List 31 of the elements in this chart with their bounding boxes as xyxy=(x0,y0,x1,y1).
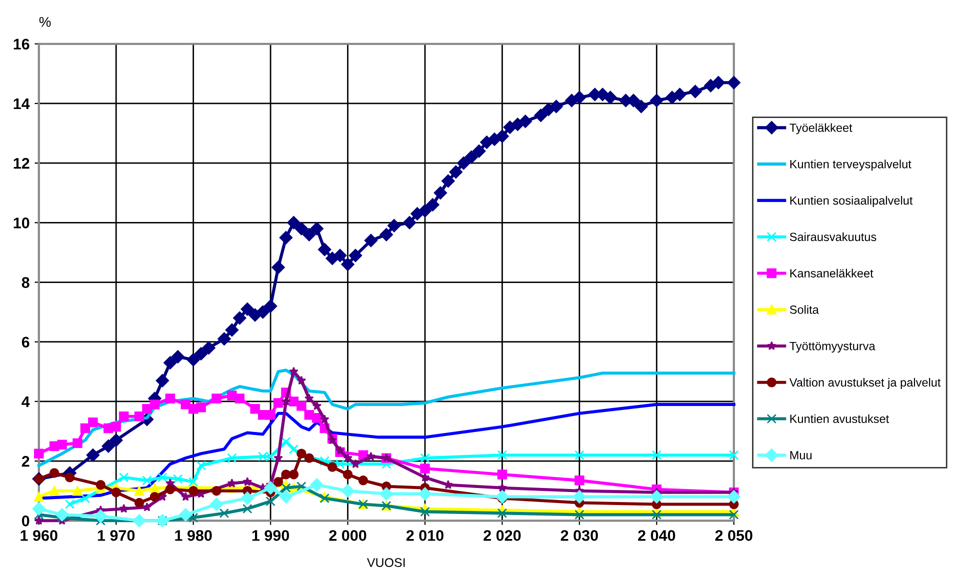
x-tick-label: 2 040 xyxy=(638,530,676,541)
legend-label: Kansaneläkkeet xyxy=(790,268,874,278)
x-tick-label: 2 050 xyxy=(715,530,752,541)
legend-label: Kuntien sosiaalipalvelut xyxy=(790,196,913,208)
x-tick-label: 1 990 xyxy=(252,530,290,541)
y-tick-label: 10 xyxy=(14,218,30,228)
x-tick-label: 2 010 xyxy=(406,530,444,541)
y-tick-label: 8 xyxy=(22,277,30,288)
legend-label: Kuntien avustukset xyxy=(790,414,890,424)
x-axis-title: VUOSI xyxy=(366,558,405,567)
y-tick-label: 6 xyxy=(22,336,30,348)
legend-label: Työttömyysturva xyxy=(790,342,876,353)
legend-label: Muu xyxy=(790,451,812,460)
x-tick-label: 2 020 xyxy=(484,530,521,541)
legend-label: Solita xyxy=(790,305,819,314)
y-tick-label: 2 xyxy=(22,456,30,467)
legend-label: Valtion avustukset ja palvelut xyxy=(789,378,941,389)
y-tick-label: 16 xyxy=(14,38,30,50)
legend-label: Työeläkkeet xyxy=(790,123,852,134)
legend-label: Sairausvakuutus xyxy=(790,232,876,242)
x-tick-label: 1 960 xyxy=(20,530,58,541)
x-tick-label: 1 980 xyxy=(175,530,212,541)
y-tick-label: 4 xyxy=(22,396,30,407)
y-axis-title: % xyxy=(39,17,51,27)
x-tick-label: 2 000 xyxy=(329,530,366,541)
x-tick-label: 1 970 xyxy=(98,530,135,541)
y-tick-label: 12 xyxy=(14,158,30,169)
x-tick-label: 2 030 xyxy=(560,530,598,541)
y-tick-label: 14 xyxy=(14,98,30,110)
y-tick-label: 0 xyxy=(22,516,30,526)
legend-label: Kuntien terveyspalvelut xyxy=(790,160,912,171)
